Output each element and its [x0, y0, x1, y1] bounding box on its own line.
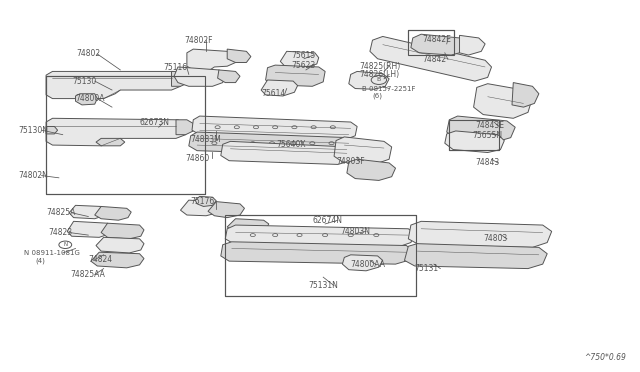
- Polygon shape: [91, 252, 144, 268]
- Bar: [408, 30, 454, 55]
- Text: 74883M: 74883M: [191, 135, 221, 144]
- Polygon shape: [187, 49, 236, 70]
- Polygon shape: [95, 206, 131, 220]
- Polygon shape: [225, 225, 415, 246]
- Text: 74843E: 74843E: [475, 121, 504, 130]
- Polygon shape: [408, 221, 552, 247]
- Polygon shape: [46, 118, 186, 146]
- Polygon shape: [474, 84, 532, 118]
- Text: (4): (4): [35, 257, 45, 264]
- Polygon shape: [227, 49, 251, 62]
- Polygon shape: [174, 67, 225, 86]
- Text: 75640X: 75640X: [276, 140, 306, 149]
- Text: ^750*0.69: ^750*0.69: [584, 353, 626, 362]
- Polygon shape: [101, 223, 144, 239]
- Text: 75614: 75614: [261, 89, 285, 98]
- Text: 74825(RH): 74825(RH): [360, 62, 401, 71]
- Polygon shape: [411, 34, 466, 55]
- Text: 75655N: 75655N: [472, 131, 502, 140]
- Polygon shape: [96, 138, 125, 146]
- Polygon shape: [195, 196, 216, 206]
- Text: 74825AA: 74825AA: [70, 270, 105, 279]
- Bar: [408, 30, 454, 55]
- Text: 62674N: 62674N: [312, 216, 342, 225]
- Polygon shape: [46, 71, 180, 99]
- Text: N 08911-1081G: N 08911-1081G: [24, 250, 80, 256]
- Polygon shape: [180, 200, 221, 216]
- Polygon shape: [227, 219, 269, 232]
- Text: 74803F: 74803F: [336, 157, 365, 166]
- Polygon shape: [447, 116, 515, 141]
- Text: N: N: [63, 242, 67, 247]
- Polygon shape: [460, 35, 485, 55]
- Polygon shape: [221, 141, 353, 164]
- Bar: [449, 120, 499, 150]
- Text: 75623: 75623: [291, 61, 316, 70]
- Polygon shape: [76, 94, 97, 105]
- Text: 74843: 74843: [475, 158, 499, 167]
- Text: 74802F: 74802F: [184, 36, 213, 45]
- Text: 74860: 74860: [186, 154, 210, 163]
- Polygon shape: [261, 80, 298, 96]
- Polygon shape: [221, 242, 413, 264]
- Text: 74802N: 74802N: [18, 171, 48, 180]
- Text: 74803N: 74803N: [340, 227, 371, 236]
- Text: 74824: 74824: [88, 255, 113, 264]
- Bar: [46, 76, 205, 194]
- Polygon shape: [280, 51, 319, 67]
- Text: 75615: 75615: [291, 51, 316, 60]
- Polygon shape: [67, 221, 112, 237]
- Text: 75116: 75116: [163, 63, 188, 72]
- Text: 74826(LH): 74826(LH): [360, 70, 400, 79]
- Text: 74800A: 74800A: [76, 94, 105, 103]
- Polygon shape: [192, 116, 357, 140]
- Text: 75131: 75131: [415, 264, 439, 273]
- Polygon shape: [96, 237, 144, 253]
- Text: (6): (6): [372, 93, 383, 99]
- Text: B: B: [377, 77, 381, 83]
- Polygon shape: [334, 137, 392, 164]
- Text: 74803: 74803: [483, 234, 508, 243]
- Bar: [449, 120, 499, 150]
- Polygon shape: [218, 70, 240, 83]
- Polygon shape: [176, 120, 193, 135]
- Polygon shape: [342, 255, 383, 271]
- Text: 75130N: 75130N: [18, 126, 48, 135]
- Polygon shape: [404, 244, 547, 269]
- Text: 74825A: 74825A: [46, 208, 76, 217]
- Polygon shape: [69, 205, 106, 219]
- Polygon shape: [512, 83, 539, 107]
- Polygon shape: [347, 159, 396, 180]
- Text: 74823: 74823: [48, 228, 72, 237]
- Text: 74842: 74842: [422, 55, 447, 64]
- Polygon shape: [46, 126, 58, 134]
- Bar: [225, 215, 416, 296]
- Polygon shape: [445, 131, 504, 153]
- Text: 74802: 74802: [77, 49, 101, 58]
- Polygon shape: [349, 71, 389, 89]
- Text: 75131N: 75131N: [308, 281, 339, 290]
- Text: 74800AA: 74800AA: [351, 260, 386, 269]
- Text: 75130: 75130: [72, 77, 97, 86]
- Text: 75176: 75176: [191, 197, 215, 206]
- Text: B 08157-2251F: B 08157-2251F: [362, 86, 415, 92]
- Text: 62673N: 62673N: [140, 118, 170, 127]
- Polygon shape: [172, 71, 189, 86]
- Polygon shape: [189, 132, 355, 155]
- Polygon shape: [370, 36, 492, 81]
- Bar: [225, 215, 416, 296]
- Bar: [46, 76, 205, 194]
- Text: 74842E: 74842E: [422, 35, 451, 44]
- Polygon shape: [266, 65, 325, 86]
- Polygon shape: [208, 202, 244, 218]
